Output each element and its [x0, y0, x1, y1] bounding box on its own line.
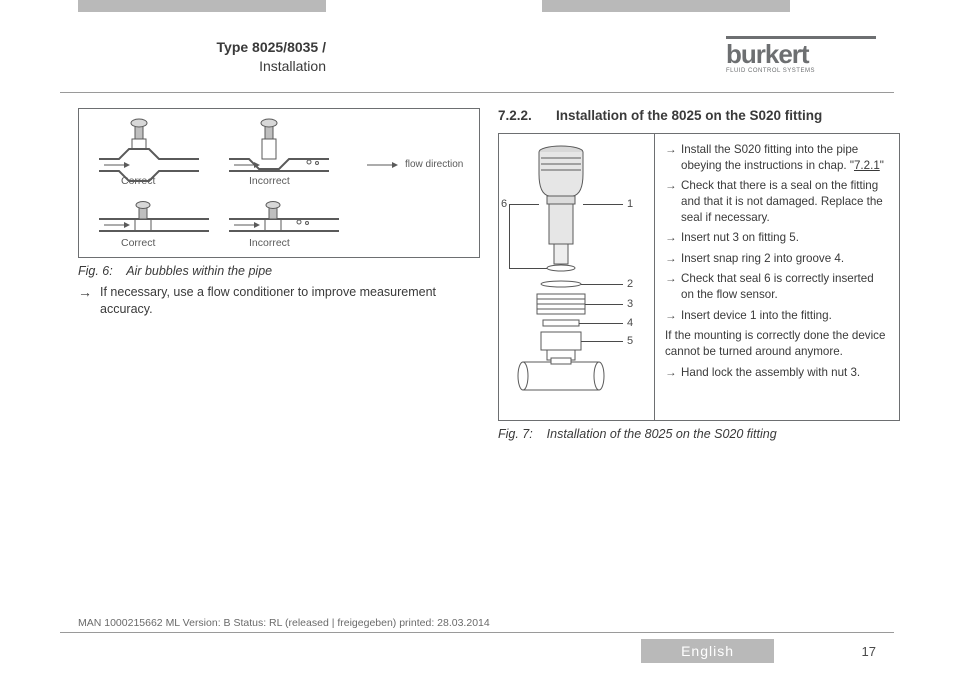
- label-incorrect-top: Incorrect: [249, 175, 290, 187]
- doc-subtitle: Installation: [78, 57, 326, 76]
- callout-6: 6: [501, 198, 507, 210]
- top-ribbon-left: [78, 0, 326, 12]
- footer-language: English: [641, 639, 774, 663]
- label-correct-top: Correct: [121, 175, 155, 187]
- arrow-icon: →: [665, 142, 681, 173]
- instruction-step: →Insert snap ring 2 into groove 4.: [665, 251, 889, 267]
- arrow-icon: →: [665, 271, 681, 302]
- label-incorrect-bottom: Incorrect: [249, 237, 290, 249]
- brand-logo: burkert FLUID CONTROL SYSTEMS: [726, 36, 876, 76]
- arrow-icon: →: [78, 284, 100, 318]
- callout-4: 4: [627, 317, 633, 329]
- arrow-icon: →: [665, 230, 681, 246]
- label-flow-direction: flow direction: [405, 159, 463, 170]
- instruction-step: →Insert device 1 into the fitting.: [665, 308, 889, 324]
- instruction-step: →Install the S020 fitting into the pipe …: [665, 142, 889, 173]
- callout-3: 3: [627, 298, 633, 310]
- figure-7-box: 1 2 3 4 5 6 →Install the S020 fitting in…: [498, 133, 900, 421]
- instruction-step: →Hand lock the assembly with nut 3.: [665, 365, 889, 381]
- instruction-step: →Check that seal 6 is correctly inserted…: [665, 271, 889, 302]
- figure-7-caption: Fig. 7: Installation of the 8025 on the …: [498, 427, 900, 441]
- label-correct-bottom: Correct: [121, 237, 155, 249]
- figure-6-caption: Fig. 6: Air bubbles within the pipe: [78, 264, 480, 278]
- top-ribbon-right: [542, 0, 790, 12]
- figure-6-box: Correct Incorrect flow direction Correct…: [78, 108, 480, 258]
- divider-bottom: [60, 632, 894, 633]
- divider-top: [60, 92, 894, 93]
- footer-meta: MAN 1000215662 ML Version: B Status: RL …: [78, 617, 490, 629]
- footer-page-number: 17: [862, 644, 876, 659]
- section-heading: 7.2.2. Installation of the 8025 on the S…: [498, 108, 900, 123]
- callout-2: 2: [627, 278, 633, 290]
- doc-type: Type 8025/8035 /: [78, 38, 326, 57]
- callout-5: 5: [627, 335, 633, 347]
- figure-7-drawing: 1 2 3 4 5 6: [499, 134, 655, 420]
- arrow-icon: →: [665, 251, 681, 267]
- arrow-icon: →: [665, 178, 681, 225]
- instruction-step: →Insert nut 3 on fitting 5.: [665, 230, 889, 246]
- callout-1: 1: [627, 198, 633, 210]
- figure-7-steps: →Install the S020 fitting into the pipe …: [655, 134, 899, 420]
- instruction-step: →Check that there is a seal on the fitti…: [665, 178, 889, 225]
- fig6-note: → If necessary, use a flow conditioner t…: [78, 284, 480, 318]
- doc-title-block: Type 8025/8035 / Installation: [78, 38, 326, 76]
- instruction-step: If the mounting is correctly done the de…: [665, 328, 889, 359]
- chapter-link[interactable]: 7.2.1: [854, 159, 880, 172]
- arrow-icon: →: [665, 365, 681, 381]
- arrow-icon: →: [665, 308, 681, 324]
